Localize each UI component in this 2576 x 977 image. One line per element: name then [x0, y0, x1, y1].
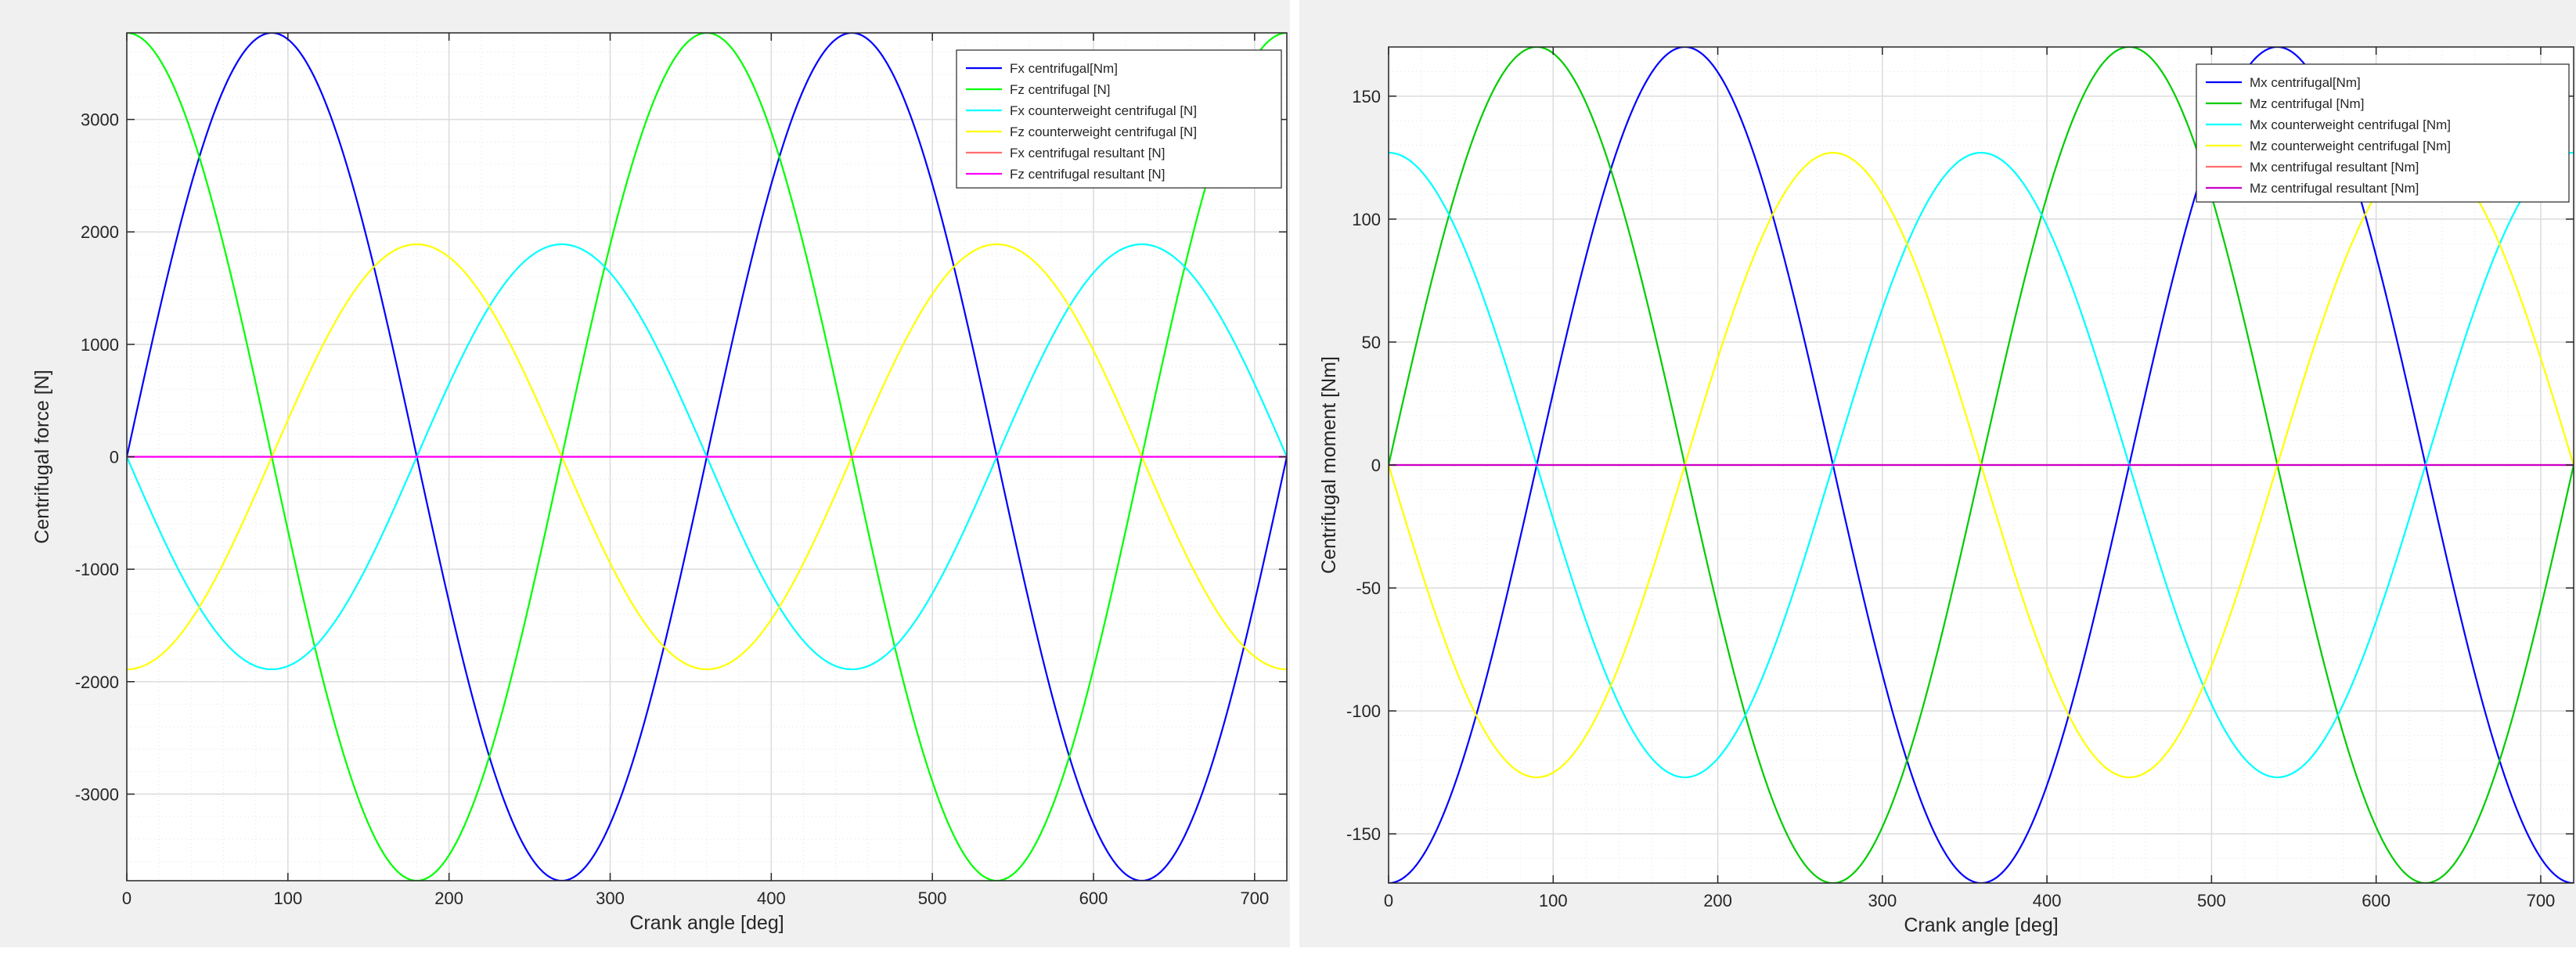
y-axis-label: Centrifugal moment [Nm]: [1318, 356, 1340, 574]
y-tick-label: 150: [1352, 87, 1381, 106]
series-line-2: [127, 33, 1287, 881]
x-tick-label: 500: [2197, 891, 2226, 910]
legend-entry-3: Fx counterweight centrifugal [N]: [1010, 103, 1197, 118]
y-tick-label: -3000: [75, 784, 119, 804]
series-group: [127, 33, 1287, 881]
series-line-1: [1389, 47, 2574, 883]
x-tick-label: 600: [1079, 889, 1108, 908]
legend-entry-4: Mz counterweight centrifugal [Nm]: [2250, 139, 2451, 153]
series-line-3: [1389, 151, 2574, 779]
y-tick-label: 0: [1371, 456, 1381, 475]
force-chart: 0 100 200 300 400 500 600 700 -3000 -2000 -1000 0 10…: [31, 32, 1288, 934]
y-axis-label: Centrifugal force [N]: [31, 370, 53, 543]
legend-entry-1: Fx centrifugal[Nm]: [1010, 61, 1118, 76]
x-tick-label: 0: [1384, 891, 1393, 910]
x-tick-label: 200: [434, 889, 463, 908]
y-tick-label: -1000: [75, 560, 119, 579]
legend-entry-5: Fx centrifugal resultant [N]: [1010, 146, 1165, 160]
moment-chart-panel: 0 100 200 300 400 500 600 700 -150 -100 -50 0 50 100 1…: [1299, 0, 2576, 947]
x-tick-label: 0: [122, 889, 132, 908]
legend-entry-2: Fz centrifugal [N]: [1010, 82, 1111, 97]
legend-entry-3: Mx counterweight centrifugal [Nm]: [2250, 117, 2451, 132]
legend-entry-1: Mx centrifugal[Nm]: [2250, 75, 2361, 90]
x-axis-label: Crank angle [deg]: [1904, 914, 2058, 936]
y-tick-label: 50: [1362, 333, 1381, 352]
x-tick-label: 300: [596, 889, 625, 908]
x-tick-label: 700: [2527, 891, 2556, 910]
legend-box: [956, 49, 1282, 189]
y-tick-label: -150: [1346, 824, 1381, 844]
x-tick-label: 500: [918, 889, 947, 908]
x-tick-label: 100: [273, 889, 302, 908]
x-tick-label: 700: [1240, 889, 1269, 908]
moment-chart: 0 100 200 300 400 500 600 700 -150 -100 -50 0 50 100 1…: [1318, 46, 2574, 936]
x-tick-label: 400: [757, 889, 786, 908]
series-group: [1389, 47, 2574, 883]
legend-box: [2196, 63, 2570, 203]
y-tick-label: 3000: [81, 110, 119, 130]
y-tick-label: -100: [1346, 701, 1381, 721]
legend-entry-4: Fz counterweight centrifugal [N]: [1010, 124, 1197, 139]
ticks: 0 100 200 300 400 500 600 700 -150 -100 -50 0 50 100 1…: [1346, 47, 2574, 910]
x-axis-label: Crank angle [deg]: [629, 912, 784, 934]
y-tick-label: 100: [1352, 210, 1381, 229]
series-line-4: [127, 243, 1287, 671]
x-tick-label: 200: [1703, 891, 1732, 910]
legend-entry-2: Mz centrifugal [Nm]: [2250, 96, 2364, 111]
legend-entry-6: Mz centrifugal resultant [Nm]: [2250, 181, 2419, 196]
y-tick-label: 1000: [81, 335, 119, 355]
legend-entry-5: Mx centrifugal resultant [Nm]: [2250, 160, 2419, 175]
x-tick-label: 400: [2033, 891, 2062, 910]
x-tick-label: 300: [1868, 891, 1897, 910]
x-tick-label: 600: [2362, 891, 2390, 910]
y-tick-label: -50: [1356, 579, 1381, 598]
y-tick-label: -2000: [75, 672, 119, 692]
y-tick-label: 0: [110, 448, 119, 467]
x-tick-label: 100: [1539, 891, 1568, 910]
legend: Mx centrifugal[Nm] Mz centrifugal [Nm] Mx …: [2196, 63, 2570, 203]
y-tick-label: 2000: [81, 222, 119, 242]
force-chart-panel: 0 100 200 300 400 500 600 700 -3000 -2000 -1000 0 10…: [0, 0, 1290, 947]
legend-entry-6: Fz centrifugal resultant [N]: [1010, 167, 1165, 182]
ticks: 0 100 200 300 400 500 600 700 -3000 -2000 -1000 0 10…: [75, 33, 1287, 908]
legend: Fx centrifugal[Nm] Fz centrifugal [N] Fx c…: [956, 49, 1282, 189]
